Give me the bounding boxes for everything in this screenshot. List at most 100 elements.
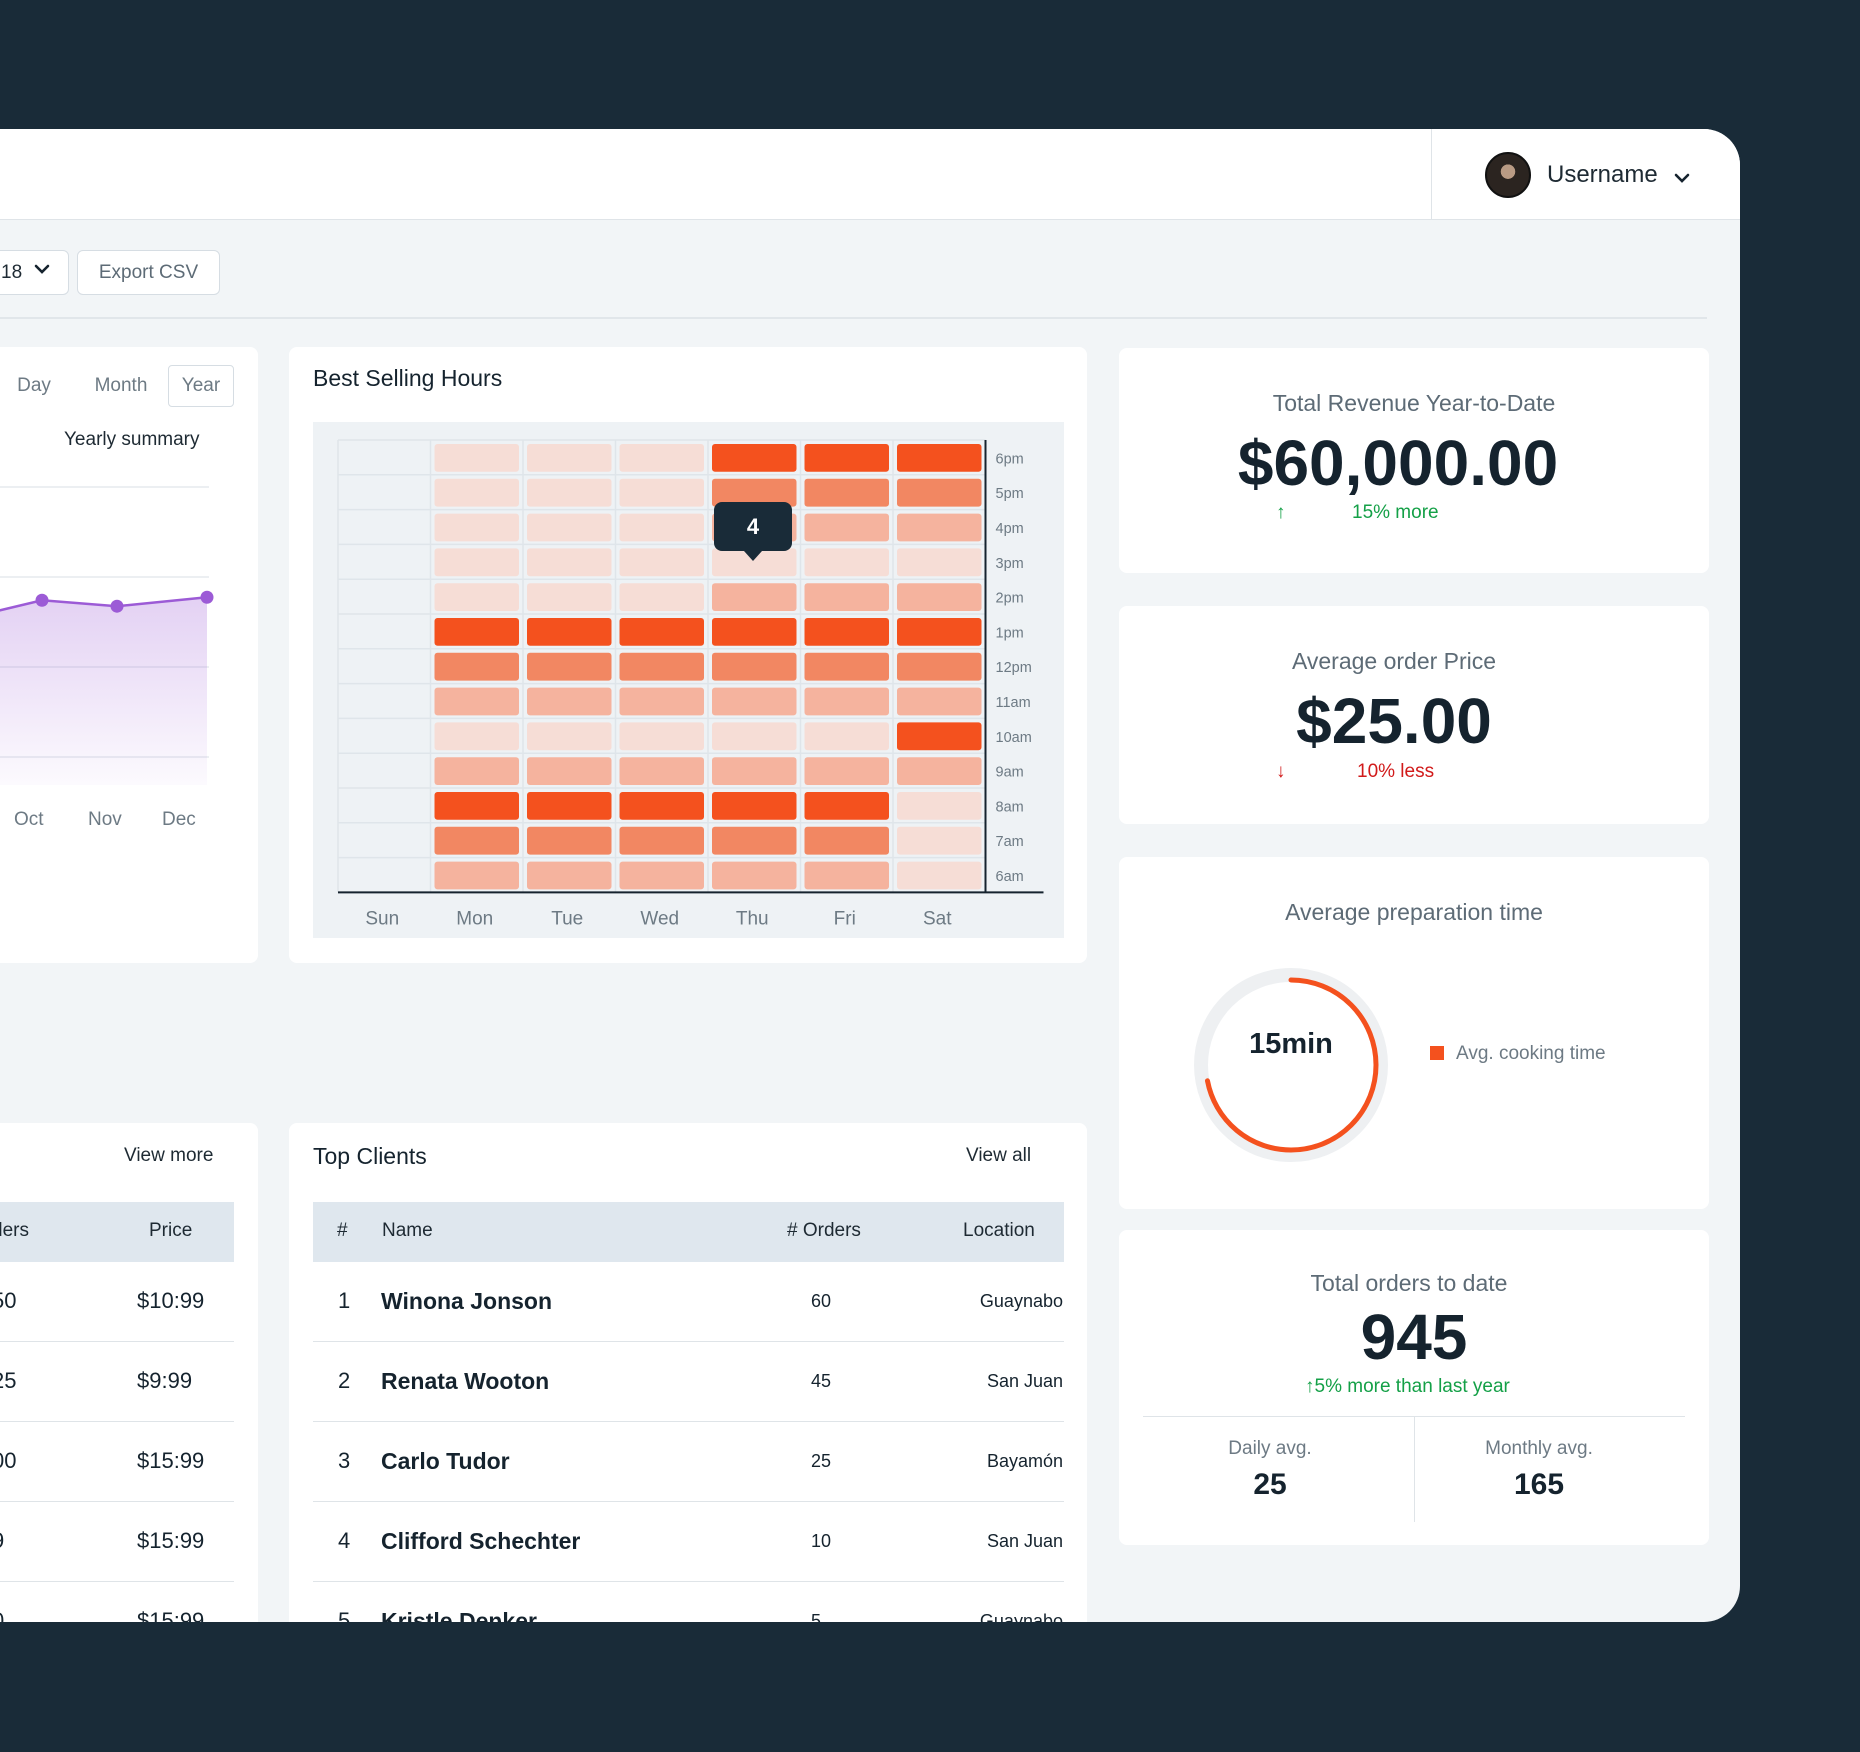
heatmap-cell[interactable] <box>619 583 705 611</box>
heatmap-cell[interactable] <box>712 478 797 507</box>
heatmap-cell[interactable] <box>804 652 890 681</box>
heatmap-cell[interactable] <box>434 444 520 472</box>
heatmap-cell[interactable] <box>897 652 982 681</box>
heatmap-cell[interactable] <box>712 583 797 611</box>
heatmap-cell[interactable] <box>804 861 890 890</box>
heatmap-cell[interactable] <box>527 618 612 646</box>
table-row[interactable]: 3 Carlo Tudor 25 Bayamón <box>313 1422 1064 1502</box>
heatmap-cell[interactable] <box>527 652 612 681</box>
table-row[interactable]: 4 Clifford Schechter 10 San Juan <box>313 1502 1064 1582</box>
table-row[interactable]: 00 $15:99 <box>0 1422 234 1502</box>
heatmap-cell[interactable] <box>897 478 982 507</box>
heatmap-cell[interactable] <box>619 687 705 716</box>
heatmap-cell[interactable] <box>527 792 612 820</box>
tab-year[interactable]: Year <box>168 365 234 407</box>
heatmap-cell[interactable] <box>712 444 797 472</box>
table-row[interactable]: 1 Winona Jonson 60 Guaynabo <box>313 1262 1064 1342</box>
heatmap-cell[interactable] <box>804 687 890 716</box>
user-menu[interactable]: Username <box>1431 129 1740 220</box>
heatmap-cell[interactable] <box>804 792 890 820</box>
heatmap-cell[interactable] <box>712 722 797 751</box>
heatmap-cell[interactable] <box>712 757 797 785</box>
view-all-link[interactable]: View all <box>966 1145 1032 1166</box>
heatmap-cell[interactable] <box>434 652 520 681</box>
heatmap-cell[interactable] <box>897 548 982 577</box>
table-row[interactable]: 5 Kristle Denker 5 Guaynabo <box>313 1582 1064 1622</box>
heatmap-cell[interactable] <box>712 826 797 855</box>
heatmap-cell[interactable] <box>527 513 612 542</box>
heatmap-cell[interactable] <box>804 826 890 855</box>
heatmap-cell[interactable] <box>619 652 705 681</box>
export-csv-button[interactable]: Export CSV <box>77 250 220 295</box>
heatmap-cell[interactable] <box>897 583 982 611</box>
heatmap-cell[interactable] <box>434 687 520 716</box>
heatmap-cell[interactable] <box>804 722 890 751</box>
heatmap-cell[interactable] <box>434 513 520 542</box>
heatmap-cell[interactable] <box>712 861 797 890</box>
heatmap-cell[interactable] <box>434 722 520 751</box>
table-row[interactable]: 0 $15:99 <box>0 1582 234 1622</box>
heatmap-cell[interactable] <box>712 652 797 681</box>
heatmap-cell[interactable] <box>527 478 612 507</box>
heatmap-cell[interactable] <box>712 687 797 716</box>
heatmap-cell[interactable] <box>897 618 982 646</box>
heatmap-cell[interactable] <box>434 618 520 646</box>
heatmap-cell[interactable] <box>434 583 520 611</box>
heatmap-cell[interactable] <box>527 583 612 611</box>
heatmap-cell[interactable] <box>434 757 520 785</box>
heatmap-cell[interactable] <box>434 478 520 507</box>
heatmap-cell[interactable] <box>897 826 982 855</box>
heatmap-cell[interactable] <box>619 444 705 472</box>
heatmap-cell[interactable] <box>804 478 890 507</box>
table-row[interactable]: 25 $9:99 <box>0 1342 234 1422</box>
heatmap-cell[interactable] <box>619 826 705 855</box>
heatmap-cell[interactable] <box>804 444 890 472</box>
data-point[interactable] <box>110 599 124 613</box>
heatmap-cell[interactable] <box>619 861 705 890</box>
y-tick-label: 6am <box>996 869 1024 885</box>
heatmap-cell[interactable] <box>434 861 520 890</box>
heatmap-cell[interactable] <box>897 687 982 716</box>
heatmap-cell[interactable] <box>804 548 890 577</box>
heatmap-cell[interactable] <box>804 583 890 611</box>
heatmap-cell[interactable] <box>712 548 797 577</box>
heatmap-cell[interactable] <box>527 861 612 890</box>
heatmap-cell[interactable] <box>897 513 982 542</box>
x-tick-label: Sun <box>365 908 399 929</box>
table-row[interactable]: 9 $15:99 <box>0 1502 234 1582</box>
tab-day[interactable]: Day <box>17 375 51 396</box>
tab-month[interactable]: Month <box>94 375 148 396</box>
heatmap-cell[interactable] <box>527 687 612 716</box>
heatmap-cell[interactable] <box>434 826 520 855</box>
heatmap-cell[interactable] <box>712 618 797 646</box>
heatmap-cell[interactable] <box>619 618 705 646</box>
heatmap-cell[interactable] <box>619 548 705 577</box>
heatmap-cell[interactable] <box>527 548 612 577</box>
table-row[interactable]: 2 Renata Wooton 45 San Juan <box>313 1342 1064 1422</box>
heatmap-cell[interactable] <box>527 826 612 855</box>
period-select[interactable]: 18 <box>0 250 69 295</box>
heatmap-cell[interactable] <box>434 792 520 820</box>
data-point[interactable] <box>35 593 49 607</box>
heatmap-cell[interactable] <box>434 548 520 577</box>
heatmap-cell[interactable] <box>712 792 797 820</box>
heatmap-cell[interactable] <box>897 444 982 472</box>
heatmap-cell[interactable] <box>804 513 890 542</box>
data-point[interactable] <box>200 590 214 604</box>
table-row[interactable]: 50 $10:99 <box>0 1262 234 1342</box>
heatmap-cell[interactable] <box>527 444 612 472</box>
heatmap-cell[interactable] <box>804 618 890 646</box>
heatmap-cell[interactable] <box>619 792 705 820</box>
heatmap-cell[interactable] <box>527 757 612 785</box>
heatmap-cell[interactable] <box>897 792 982 820</box>
heatmap-cell[interactable] <box>619 478 705 507</box>
view-more-link[interactable]: View more <box>124 1145 214 1166</box>
heatmap-cell[interactable] <box>619 722 705 751</box>
heatmap-cell[interactable] <box>619 757 705 785</box>
heatmap-cell[interactable] <box>804 757 890 785</box>
heatmap-cell[interactable] <box>619 513 705 542</box>
heatmap-cell[interactable] <box>897 861 982 890</box>
heatmap-cell[interactable] <box>897 757 982 785</box>
heatmap-cell[interactable] <box>897 722 982 751</box>
heatmap-cell[interactable] <box>527 722 612 751</box>
